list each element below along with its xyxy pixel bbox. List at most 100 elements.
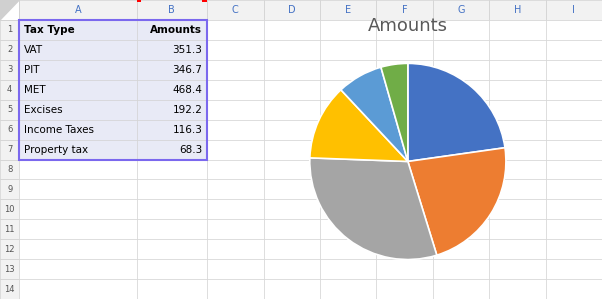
Bar — [19, 20, 137, 40]
Bar — [207, 80, 264, 100]
Text: 4: 4 — [7, 85, 12, 94]
Text: 8: 8 — [7, 165, 12, 174]
Bar — [264, 40, 320, 60]
Bar — [545, 239, 602, 259]
Text: H: H — [514, 5, 521, 15]
Text: 9: 9 — [7, 185, 12, 194]
Bar — [376, 219, 433, 239]
Text: Excises: Excises — [24, 105, 63, 115]
Bar — [320, 160, 376, 179]
Bar — [376, 40, 433, 60]
Bar — [320, 219, 376, 239]
Bar — [376, 60, 433, 80]
Bar — [489, 259, 545, 279]
Bar — [0, 259, 19, 279]
Bar — [376, 160, 433, 179]
Bar — [264, 20, 320, 40]
Text: PIT: PIT — [24, 65, 40, 75]
Text: 11: 11 — [4, 225, 15, 234]
Bar — [264, 179, 320, 199]
Bar — [489, 80, 545, 100]
Bar — [264, 259, 320, 279]
Bar — [320, 80, 376, 100]
Text: 351.3: 351.3 — [172, 45, 202, 55]
Bar — [207, 179, 264, 199]
Bar — [489, 100, 545, 120]
Bar — [264, 160, 320, 179]
Bar — [433, 120, 489, 140]
Bar — [19, 239, 137, 259]
Text: Amounts: Amounts — [150, 25, 202, 35]
Polygon shape — [0, 0, 19, 20]
Bar — [376, 0, 433, 20]
Bar — [137, 40, 207, 60]
Bar — [264, 100, 320, 120]
Bar — [19, 20, 207, 159]
Bar — [433, 279, 489, 299]
Wedge shape — [310, 90, 408, 161]
Text: D: D — [288, 5, 296, 15]
Bar — [0, 160, 19, 179]
Bar — [0, 239, 19, 259]
Text: F: F — [402, 5, 408, 15]
Bar — [207, 239, 264, 259]
Bar — [376, 100, 433, 120]
Bar — [207, 199, 264, 219]
Bar — [320, 100, 376, 120]
Bar — [207, 0, 264, 20]
Bar — [433, 239, 489, 259]
Bar — [137, 100, 207, 120]
Bar — [433, 160, 489, 179]
Bar — [376, 199, 433, 219]
Bar — [264, 279, 320, 299]
Bar — [545, 20, 602, 40]
Bar — [433, 80, 489, 100]
Bar — [264, 60, 320, 80]
Bar — [0, 219, 19, 239]
Bar — [19, 40, 137, 60]
Bar — [264, 239, 320, 259]
Bar — [0, 40, 19, 60]
Bar — [0, 20, 19, 40]
Bar — [0, 100, 19, 120]
Text: 12: 12 — [4, 245, 15, 254]
Bar — [19, 100, 137, 120]
Bar — [19, 199, 137, 219]
Text: 468.4: 468.4 — [172, 85, 202, 95]
Bar — [137, 179, 207, 199]
Bar — [207, 219, 264, 239]
Text: I: I — [573, 5, 576, 15]
Bar — [433, 219, 489, 239]
Bar — [376, 120, 433, 140]
Bar — [545, 160, 602, 179]
Bar — [433, 199, 489, 219]
Text: MET: MET — [24, 85, 46, 95]
Bar — [489, 219, 545, 239]
Bar — [320, 140, 376, 159]
Bar — [489, 140, 545, 159]
Bar — [137, 20, 207, 40]
Text: 10: 10 — [4, 205, 15, 214]
Bar — [320, 179, 376, 199]
Bar — [137, 279, 207, 299]
Text: 346.7: 346.7 — [172, 65, 202, 75]
Text: 5: 5 — [7, 105, 12, 114]
Text: 13: 13 — [4, 265, 15, 274]
Bar — [489, 20, 545, 40]
Text: 192.2: 192.2 — [172, 105, 202, 115]
Bar — [376, 179, 433, 199]
Bar — [0, 80, 19, 100]
Bar — [207, 140, 264, 159]
Text: Tax Type: Tax Type — [24, 25, 75, 35]
Bar — [0, 60, 19, 80]
Text: C: C — [232, 5, 238, 15]
Text: 6: 6 — [7, 125, 12, 134]
Bar — [264, 219, 320, 239]
Bar — [137, 80, 207, 100]
Bar — [376, 239, 433, 259]
Bar — [137, 259, 207, 279]
Bar — [545, 179, 602, 199]
Bar — [264, 120, 320, 140]
Bar — [489, 239, 545, 259]
Bar — [19, 140, 137, 159]
